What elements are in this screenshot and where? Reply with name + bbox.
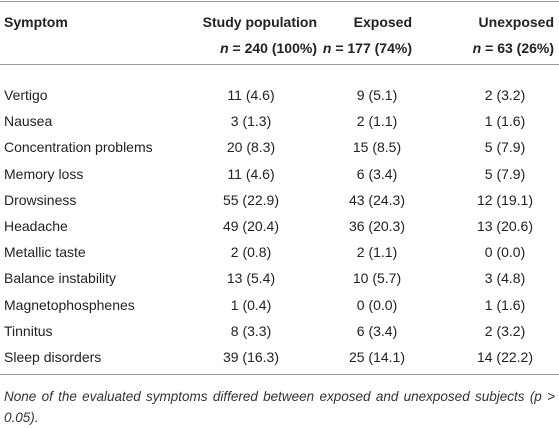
row-label: Magnetophosphenes [4, 296, 135, 313]
row-label: Memory loss [4, 165, 84, 182]
table-cell: 2 (3.2) [484, 322, 526, 339]
table-cell: 13 (5.4) [226, 270, 276, 287]
row-label: Concentration problems [4, 139, 153, 156]
subheader-value: = 240 (100%) [232, 40, 317, 56]
header-rule [0, 64, 559, 65]
subheader-value: = 177 (74%) [335, 40, 412, 56]
header-cell: Exposed [353, 14, 412, 30]
table-cell: 15 (8.5) [352, 139, 402, 156]
table-cell: 11 (4.6) [227, 87, 275, 103]
top-rule [0, 1, 559, 2]
table-cell: 3 (1.3) [230, 113, 272, 130]
bottom-rule [0, 374, 559, 375]
subheader-symbol: n [472, 40, 482, 56]
header-cell: Symptom [4, 14, 68, 30]
subheader-cell: n = 63 (26%) [473, 39, 554, 57]
table-cell: 2 (1.1) [356, 244, 398, 261]
table-cell: 5 (7.9) [484, 139, 526, 156]
footnote: None of the evaluated symptoms differed … [4, 389, 555, 425]
header-cell: Study population [202, 14, 317, 30]
subheader-symbol: n [322, 40, 332, 56]
table-cell: 1 (0.4) [230, 296, 272, 313]
header-cell: Unexposed [478, 14, 554, 30]
table-cell: 0 (0.0) [356, 296, 398, 313]
table-cell: 8 (3.3) [230, 322, 272, 339]
table-cell: 2 (0.8) [230, 244, 272, 261]
row-label: Vertigo [4, 87, 48, 103]
table-cell: 36 (20.3) [348, 218, 406, 234]
subheader-cell: n = 177 (74%) [323, 39, 412, 57]
table-cell: 1 (1.6) [484, 113, 526, 130]
table-cell: 13 (20.6) [476, 218, 534, 234]
subheader-symbol: n [220, 40, 229, 56]
table-cell: 6 (3.4) [356, 165, 398, 182]
row-label: Headache [4, 218, 68, 234]
table-cell: 0 (0.0) [484, 244, 526, 261]
table-cell: 55 (22.9) [222, 191, 280, 208]
row-label: Tinnitus [4, 322, 53, 339]
table-cell: 6 (3.4) [356, 322, 398, 339]
row-label: Balance instability [4, 270, 117, 287]
table-cell: 39 (16.3) [222, 349, 280, 365]
table-cell: 11 (4.6) [227, 165, 275, 182]
subheader-cell: n = 240 (100%) [220, 39, 317, 57]
table-cell: 1 (1.6) [484, 296, 526, 313]
row-label: Metallic taste [4, 244, 86, 261]
table-cell: 5 (7.9) [484, 165, 526, 182]
table-cell: 9 (5.1) [356, 87, 398, 103]
row-label: Sleep disorders [4, 349, 102, 365]
row-label: Nausea [4, 113, 53, 130]
row-label: Drowsiness [4, 191, 77, 208]
table-cell: 12 (19.1) [476, 191, 534, 208]
subheader-value: = 63 (26%) [485, 40, 554, 56]
table-cell: 3 (4.8) [484, 270, 526, 287]
table-cell: 10 (5.7) [352, 270, 402, 287]
table-cell: 49 (20.4) [222, 218, 280, 234]
table-cell: 2 (3.2) [484, 87, 526, 103]
table-cell: 20 (8.3) [226, 139, 276, 156]
table-cell: 14 (22.2) [476, 349, 534, 365]
table-cell: 2 (1.1) [356, 113, 398, 130]
table-cell: 25 (14.1) [348, 349, 406, 365]
table-cell: 43 (24.3) [348, 191, 406, 208]
